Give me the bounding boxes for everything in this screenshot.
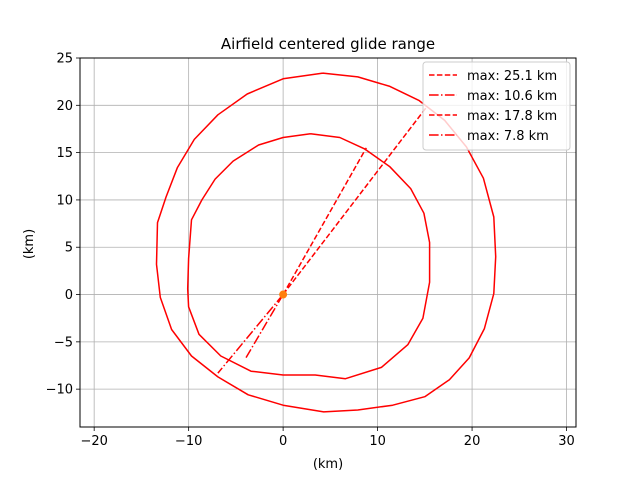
y-tick-label: 0 <box>65 288 73 303</box>
x-tick-label: 30 <box>558 434 575 449</box>
heading-ray-5 <box>244 294 284 360</box>
x-tick-label: 0 <box>279 434 287 449</box>
range-ring-0 <box>155 72 497 413</box>
y-axis-label: (km) <box>22 229 37 259</box>
x-tick-label: 20 <box>464 434 481 449</box>
y-tick-label: 5 <box>65 241 73 256</box>
heading-ray-4 <box>282 147 367 295</box>
y-tick-label: 25 <box>56 52 73 67</box>
x-tick-label: −20 <box>80 434 107 449</box>
legend-label: max: 17.8 km <box>467 109 557 124</box>
heading-ray-2 <box>282 107 427 295</box>
plot-series <box>155 72 497 413</box>
heading-ray-3 <box>217 294 284 374</box>
airfield-marker <box>279 290 288 299</box>
x-axis-label: (km) <box>313 457 343 472</box>
legend-label: max: 25.1 km <box>467 69 557 84</box>
y-tick-label: −5 <box>54 335 73 350</box>
y-axis-ticks: −10 −5 0 5 10 15 20 25 <box>46 52 80 398</box>
y-tick-label: 10 <box>56 193 73 208</box>
legend-label: max: 10.6 km <box>467 89 557 104</box>
y-tick-label: −10 <box>46 383 73 398</box>
x-tick-label: 10 <box>369 434 386 449</box>
y-tick-label: 15 <box>56 146 73 161</box>
legend-label: max: 7.8 km <box>467 129 549 144</box>
y-tick-label: 20 <box>56 99 73 114</box>
x-tick-label: −10 <box>175 434 202 449</box>
chart-title: Airfield centered glide range <box>221 35 435 53</box>
legend: max: 25.1 km max: 10.6 km max: 17.8 km max:… <box>422 61 571 151</box>
legend-box <box>422 61 571 151</box>
range-ring-1 <box>186 132 431 380</box>
x-axis-ticks: −20 −10 0 10 20 30 <box>80 427 575 449</box>
plot-frame <box>79 57 577 428</box>
